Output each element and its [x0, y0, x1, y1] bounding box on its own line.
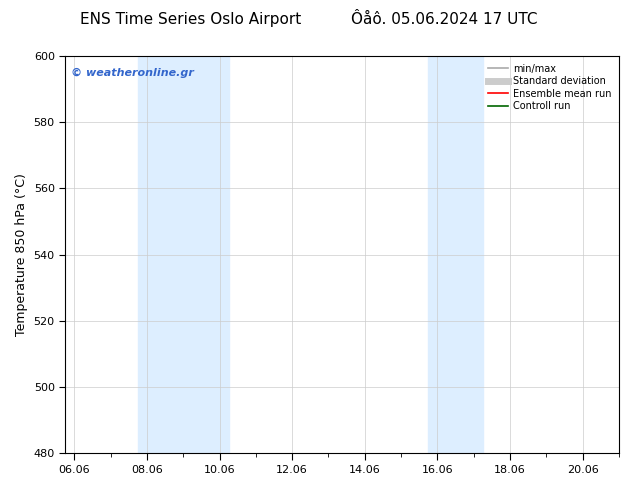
Legend: min/max, Standard deviation, Ensemble mean run, Controll run: min/max, Standard deviation, Ensemble me… — [486, 61, 614, 114]
Bar — [138, 56, 229, 453]
Text: © weatheronline.gr: © weatheronline.gr — [71, 68, 193, 78]
Bar — [429, 56, 483, 453]
Y-axis label: Temperature 850 hPa (°C): Temperature 850 hPa (°C) — [15, 173, 28, 336]
Text: Ôåô. 05.06.2024 17 UTC: Ôåô. 05.06.2024 17 UTC — [351, 12, 537, 27]
Text: ENS Time Series Oslo Airport: ENS Time Series Oslo Airport — [80, 12, 301, 27]
